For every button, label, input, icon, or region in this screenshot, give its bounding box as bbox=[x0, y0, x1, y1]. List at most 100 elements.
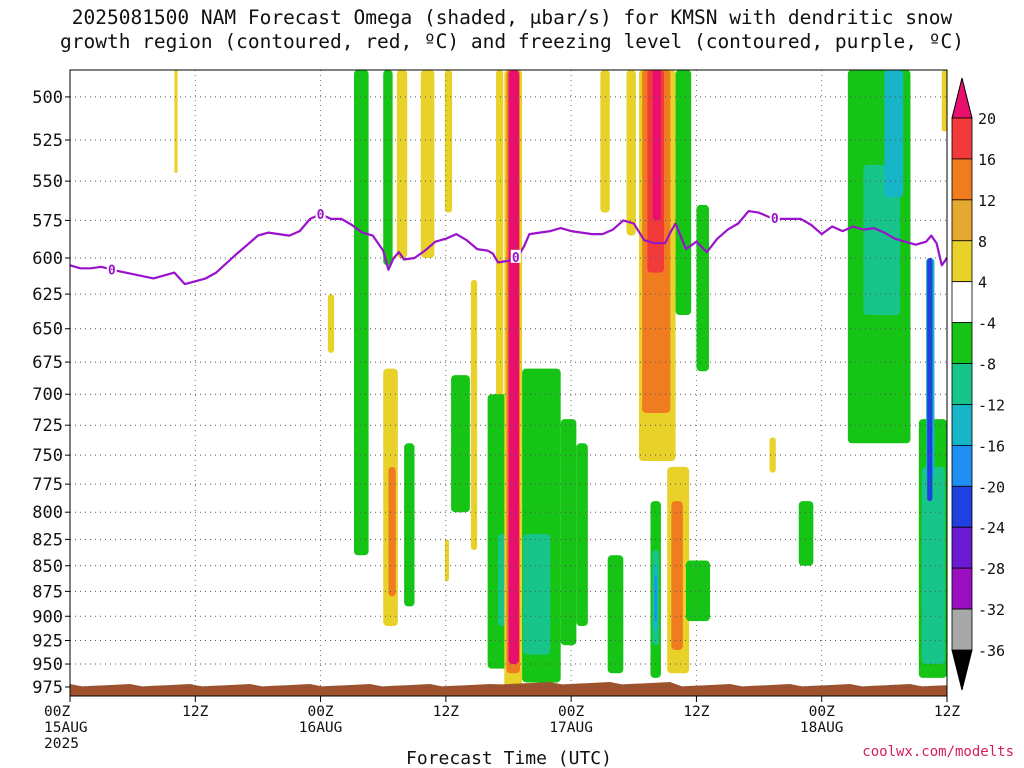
chart-title-line-2: growth region (contoured, red, ºC) and f… bbox=[60, 30, 964, 53]
omega-region-blue bbox=[654, 576, 657, 622]
colorbar: 20 16 12 8 4 -4 -8 -12 -16 -20 -24 -28 -32 -36 bbox=[951, 77, 1005, 691]
omega-region-yellow bbox=[420, 70, 435, 259]
chart-title-line-1: 2025081500 NAM Forecast Omega (shaded, μ… bbox=[71, 6, 953, 29]
y-tick-label-575: 575 bbox=[32, 211, 63, 231]
colorbar-swatch-4 bbox=[951, 281, 973, 324]
colorbar-label-4: 4 bbox=[978, 274, 987, 292]
freezing-label-bg bbox=[769, 211, 780, 225]
x-tick-label: 18AUG bbox=[800, 720, 844, 736]
omega-region-yellow bbox=[600, 70, 610, 213]
freezing-label-bg bbox=[106, 262, 117, 276]
omega-region-teal bbox=[884, 70, 904, 198]
omega-region-green bbox=[451, 375, 470, 513]
x-tick-label: 12Z bbox=[182, 704, 208, 720]
omega-region-yellow bbox=[626, 70, 636, 236]
y-tick-label-850: 850 bbox=[32, 557, 63, 577]
freezing-level-label-1: 0 bbox=[317, 208, 325, 223]
colorbar-swatch-9 bbox=[951, 485, 973, 528]
freezing-level-label-2: 0 bbox=[512, 251, 520, 266]
plot-frame bbox=[69, 69, 948, 697]
y-axis: 500 525 550 575 600 625 650 675 700 725 750 775 800 8… bbox=[32, 88, 70, 698]
x-tick-label: 2025 bbox=[44, 736, 79, 752]
y-tick-label-500: 500 bbox=[32, 88, 63, 108]
omega-region-yellow bbox=[769, 437, 776, 473]
omega-region-orange bbox=[671, 501, 683, 650]
y-tick-label-700: 700 bbox=[32, 385, 63, 405]
freezing-label-bg bbox=[510, 249, 521, 263]
colorbar-label-16: 16 bbox=[978, 151, 996, 169]
y-tick-label-675: 675 bbox=[32, 353, 63, 373]
y-tick-label-525: 525 bbox=[32, 131, 63, 151]
x-tick-label: 12Z bbox=[934, 704, 960, 720]
colorbar-swatch-2 bbox=[951, 199, 973, 242]
omega-region-green bbox=[353, 70, 369, 556]
colorbar-label--28: -28 bbox=[978, 560, 1005, 578]
y-tick-label-800: 800 bbox=[32, 503, 63, 523]
omega-region-green bbox=[576, 443, 588, 627]
colorbar-swatch-3 bbox=[951, 240, 973, 283]
omega-region-green bbox=[675, 70, 692, 316]
colorbar-label--24: -24 bbox=[978, 519, 1005, 537]
y-tick-label-900: 900 bbox=[32, 607, 63, 627]
colorbar-label--32: -32 bbox=[978, 601, 1005, 619]
omega-region-yellow bbox=[470, 279, 478, 551]
x-tick-label: 00Z bbox=[558, 704, 584, 720]
credit-text: coolwx.com/modelts bbox=[862, 744, 1014, 760]
y-tick-label-925: 925 bbox=[32, 631, 63, 651]
freezing-level-layer: 0 0 0 0 bbox=[69, 207, 948, 286]
omega-region-pink bbox=[508, 70, 519, 665]
x-tick-label: 12Z bbox=[683, 704, 709, 720]
freezing-level-label-3: 0 bbox=[771, 212, 779, 227]
x-tick-label: 00Z bbox=[809, 704, 835, 720]
ground-strip bbox=[70, 682, 947, 696]
omega-region-sea bbox=[523, 534, 551, 655]
omega-region-navy bbox=[927, 258, 933, 502]
freezing-level-line bbox=[69, 210, 948, 286]
grid-lines bbox=[70, 70, 947, 696]
omega-region-yellow bbox=[444, 70, 453, 213]
colorbar-label--36: -36 bbox=[978, 642, 1005, 660]
y-tick-label-975: 975 bbox=[32, 678, 63, 698]
colorbar-swatch-11 bbox=[951, 567, 973, 610]
omega-region-green bbox=[685, 560, 711, 622]
omega-region-green bbox=[798, 501, 814, 566]
y-tick-label-625: 625 bbox=[32, 285, 63, 305]
x-tick-label: 15AUG bbox=[44, 720, 88, 736]
x-tick-label: 12Z bbox=[433, 704, 459, 720]
omega-region-yellow bbox=[396, 70, 408, 259]
colorbar-label-8: 8 bbox=[978, 233, 987, 251]
chart-title: 2025081500 NAM Forecast Omega (shaded, μ… bbox=[0, 6, 1024, 54]
y-tick-label-950: 950 bbox=[32, 655, 63, 675]
omega-region-pink bbox=[652, 70, 661, 221]
y-tick-label-600: 600 bbox=[32, 249, 63, 269]
x-tick-label: 16AUG bbox=[299, 720, 343, 736]
colorbar-label--12: -12 bbox=[978, 396, 1005, 414]
colorbar-swatch-0 bbox=[951, 117, 973, 160]
colorbar-swatch-10 bbox=[951, 526, 973, 569]
omega-region-green bbox=[383, 70, 393, 266]
ground-fill bbox=[70, 682, 947, 696]
y-tick-label-725: 725 bbox=[32, 416, 63, 436]
colorbar-label-20: 20 bbox=[978, 110, 996, 128]
colorbar-label--8: -8 bbox=[978, 356, 996, 374]
y-tick-label-875: 875 bbox=[32, 582, 63, 602]
freezing-label-bg bbox=[315, 207, 326, 221]
plot-border bbox=[69, 69, 948, 697]
x-tick-label: 00Z bbox=[307, 704, 333, 720]
colorbar-swatch-1 bbox=[951, 158, 973, 201]
x-tick-label: 17AUG bbox=[549, 720, 593, 736]
omega-region-green bbox=[696, 204, 709, 372]
omega-region-orange bbox=[388, 466, 396, 597]
y-tick-label-550: 550 bbox=[32, 172, 63, 192]
y-tick-label-750: 750 bbox=[32, 446, 63, 466]
x-axis-label: Forecast Time (UTC) bbox=[406, 748, 612, 768]
colorbar-swatch-12 bbox=[951, 608, 973, 651]
omega-region-yellow bbox=[174, 70, 178, 174]
colorbar-label--20: -20 bbox=[978, 478, 1005, 496]
freezing-level-label-0: 0 bbox=[108, 264, 116, 279]
omega-region-yellow bbox=[941, 70, 947, 132]
colorbar-swatch-5 bbox=[951, 322, 973, 364]
colorbar-swatch-6 bbox=[951, 363, 973, 405]
